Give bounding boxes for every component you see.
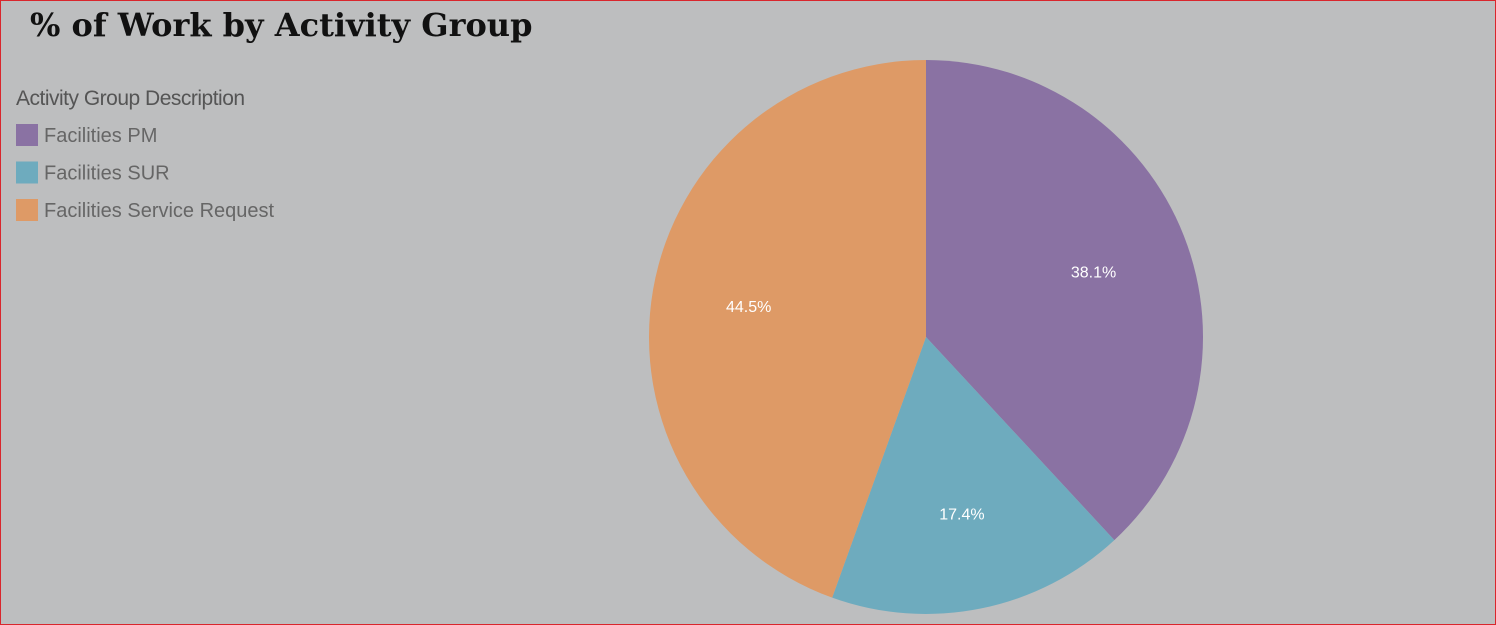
legend-title: Activity Group Description xyxy=(16,87,245,110)
pie-slice xyxy=(649,60,926,598)
pie-slice xyxy=(926,60,1203,541)
chart-title: % of Work by Activity Group xyxy=(30,6,532,44)
legend-swatch xyxy=(16,124,38,146)
legend-label: Facilities PM xyxy=(44,125,157,147)
legend-swatch xyxy=(16,199,38,221)
pie-slice xyxy=(832,337,1115,614)
data-label: 44.5% xyxy=(726,299,771,316)
legend-label: Facilities SUR xyxy=(44,163,170,185)
data-label: 17.4% xyxy=(939,506,984,523)
data-label: 38.1% xyxy=(1071,264,1116,281)
legend-label: Facilities Service Request xyxy=(44,200,275,222)
legend-swatch xyxy=(16,161,38,184)
